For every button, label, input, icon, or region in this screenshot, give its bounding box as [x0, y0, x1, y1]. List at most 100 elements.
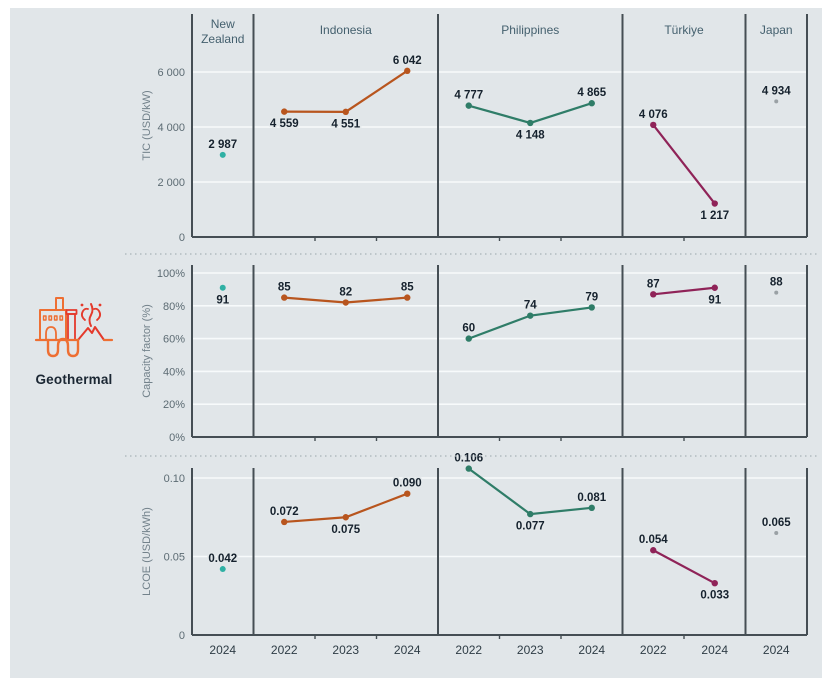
data-point-label: 1 217: [700, 210, 729, 222]
panel-lcoe: 0 0.05 0.10 LCOE (USD/kWh) 0.042 0.072 0.075 0.…: [141, 451, 808, 642]
series-line: [652, 549, 716, 585]
technology-legend: Geothermal: [20, 294, 128, 387]
data-point-label: 0.081: [577, 492, 606, 504]
data-point: [281, 108, 288, 115]
country-header: Zealand: [201, 32, 244, 46]
data-point: [342, 514, 349, 521]
data-point: [650, 291, 657, 298]
year-label: 2022: [455, 643, 482, 657]
data-point-label: 4 934: [762, 85, 791, 97]
data-point-label: 85: [278, 282, 291, 294]
y-tick-label: 0%: [169, 432, 185, 444]
year-label: 2023: [332, 643, 359, 657]
country-header: New: [211, 17, 235, 31]
data-point: [342, 108, 349, 116]
data-point: [219, 284, 226, 291]
y-tick-label: 4 000: [157, 122, 185, 134]
y-tick-label: 80%: [163, 301, 185, 313]
y-tick-label: 0: [179, 232, 185, 244]
data-point: [527, 312, 534, 319]
data-point-label: 4 559: [270, 118, 299, 130]
year-label: 2024: [394, 643, 421, 657]
data-point: [281, 518, 288, 526]
data-point: [404, 67, 411, 75]
data-point: [711, 200, 718, 207]
y-tick-label: 60%: [163, 334, 185, 346]
data-point-label: 0.033: [700, 590, 729, 602]
data-point-label: 2 987: [208, 139, 237, 151]
year-label: 2023: [517, 643, 544, 657]
data-point-label: 79: [585, 291, 598, 303]
y-tick-label: 40%: [163, 366, 185, 378]
country-header: Philippines: [501, 23, 559, 37]
country-header: Japan: [760, 23, 793, 37]
data-point-label: 4 148: [516, 129, 545, 141]
data-point: [281, 294, 288, 301]
data-point: [219, 151, 226, 158]
y-tick-label: 20%: [163, 399, 185, 411]
geothermal-plant-icon: [34, 297, 114, 358]
data-point-label: 91: [708, 294, 721, 306]
country-header: Türkiye: [664, 23, 704, 37]
series-line: [652, 286, 716, 296]
data-point-label: 87: [647, 278, 660, 290]
data-point-label: 0.054: [639, 534, 668, 546]
series-line: [652, 123, 716, 205]
data-point: [465, 465, 472, 472]
data-point-label: 82: [339, 287, 352, 299]
data-point-label: 74: [524, 300, 537, 312]
data-point: [588, 504, 595, 512]
data-point: [219, 566, 226, 573]
series-line: [467, 467, 593, 516]
data-point: [588, 100, 595, 107]
data-point: [465, 335, 472, 342]
data-point: [774, 99, 779, 104]
data-point: [465, 102, 472, 109]
y-tick-label: 0.10: [164, 473, 185, 485]
technology-label: Geothermal: [35, 372, 113, 387]
year-label: 2022: [271, 643, 298, 657]
data-point-label: 60: [462, 323, 475, 335]
data-point-label: 91: [216, 294, 229, 306]
panel-cf: 0% 20% 40% 60% 80% 100% Capacity factor (%) 91 8…: [141, 265, 808, 444]
y-tick-label: 6 000: [157, 67, 185, 79]
data-point-label: 4 076: [639, 109, 668, 121]
data-point: [342, 299, 349, 306]
panel-tic: 0 2 000 4 000 6 000 TIC (USD/kW) 2 987 4 559 4 …: [141, 14, 808, 244]
data-point: [774, 530, 779, 535]
data-point-label: 0.090: [393, 478, 422, 490]
data-point: [588, 304, 595, 311]
y-tick-label: 0.05: [164, 552, 185, 564]
axis-title: TIC (USD/kW): [141, 90, 153, 160]
data-point: [774, 290, 779, 295]
data-point-label: 6 042: [393, 55, 422, 67]
figure-background: [10, 8, 822, 678]
data-point: [527, 119, 534, 127]
data-point-label: 0.072: [270, 506, 299, 518]
data-point-label: 4 865: [577, 87, 606, 99]
y-tick-label: 100%: [157, 268, 185, 280]
data-point: [711, 579, 718, 587]
data-point-label: 4 551: [331, 118, 360, 130]
data-point-label: 0.106: [454, 453, 483, 465]
data-point: [650, 121, 657, 129]
data-point-label: 0.042: [208, 553, 237, 565]
axis-title: Capacity factor (%): [141, 304, 153, 398]
series-line: [467, 306, 593, 340]
year-label: 2024: [701, 643, 728, 657]
year-label: 2022: [640, 643, 667, 657]
data-point: [711, 284, 718, 291]
y-tick-label: 0: [179, 630, 185, 642]
year-label: 2024: [578, 643, 605, 657]
year-label: 2024: [209, 643, 236, 657]
data-point-label: 85: [401, 282, 414, 294]
data-point: [650, 547, 657, 554]
axis-title: LCOE (USD/kWh): [141, 507, 153, 596]
data-point-label: 0.075: [331, 524, 360, 536]
data-point-label: 88: [770, 277, 783, 289]
data-point: [404, 294, 411, 301]
data-point: [527, 510, 534, 518]
year-label: 2024: [763, 643, 790, 657]
